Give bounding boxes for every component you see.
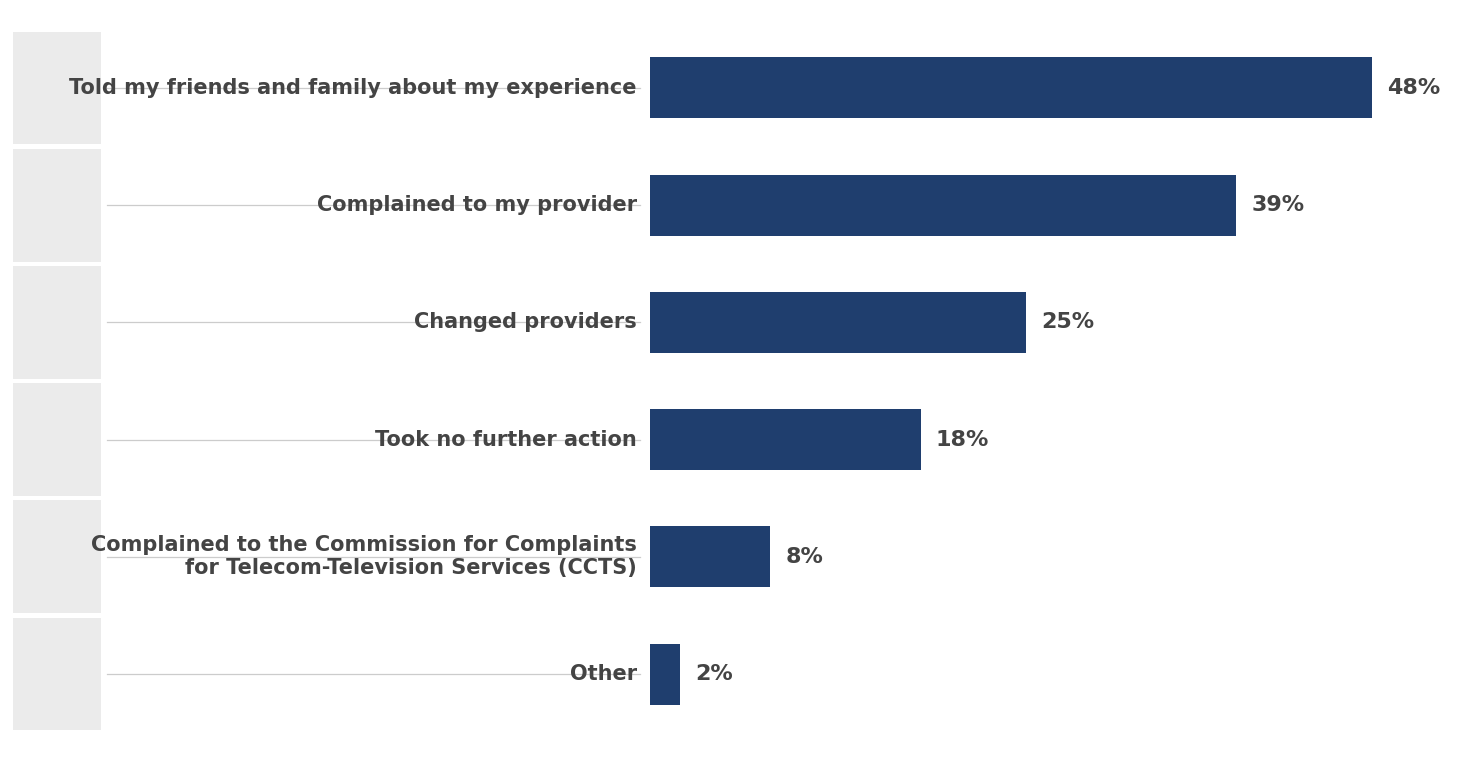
FancyBboxPatch shape — [13, 266, 100, 379]
FancyBboxPatch shape — [13, 149, 100, 261]
Text: Took no further action: Took no further action — [375, 430, 637, 450]
Text: 39%: 39% — [1251, 195, 1304, 215]
Text: Other: Other — [570, 664, 637, 684]
Text: Complained to the Commission for Complaints
for Telecom-Television Services (CCT: Complained to the Commission for Complai… — [92, 535, 637, 578]
FancyBboxPatch shape — [13, 618, 100, 731]
Bar — [650, 409, 920, 470]
FancyBboxPatch shape — [13, 501, 100, 613]
Text: Told my friends and family about my experience: Told my friends and family about my expe… — [69, 78, 637, 98]
Bar — [650, 292, 1027, 353]
FancyBboxPatch shape — [13, 31, 100, 144]
Text: 48%: 48% — [1387, 78, 1440, 98]
Bar — [650, 174, 1236, 235]
FancyBboxPatch shape — [13, 383, 100, 496]
Text: 8%: 8% — [786, 547, 823, 567]
Text: Complained to my provider: Complained to my provider — [316, 195, 637, 215]
Text: 2%: 2% — [696, 664, 733, 684]
Bar — [650, 527, 770, 588]
Bar — [650, 644, 679, 705]
Bar — [650, 57, 1372, 118]
Text: Changed providers: Changed providers — [414, 312, 637, 332]
Text: 18%: 18% — [935, 430, 990, 450]
Text: 25%: 25% — [1041, 312, 1094, 332]
